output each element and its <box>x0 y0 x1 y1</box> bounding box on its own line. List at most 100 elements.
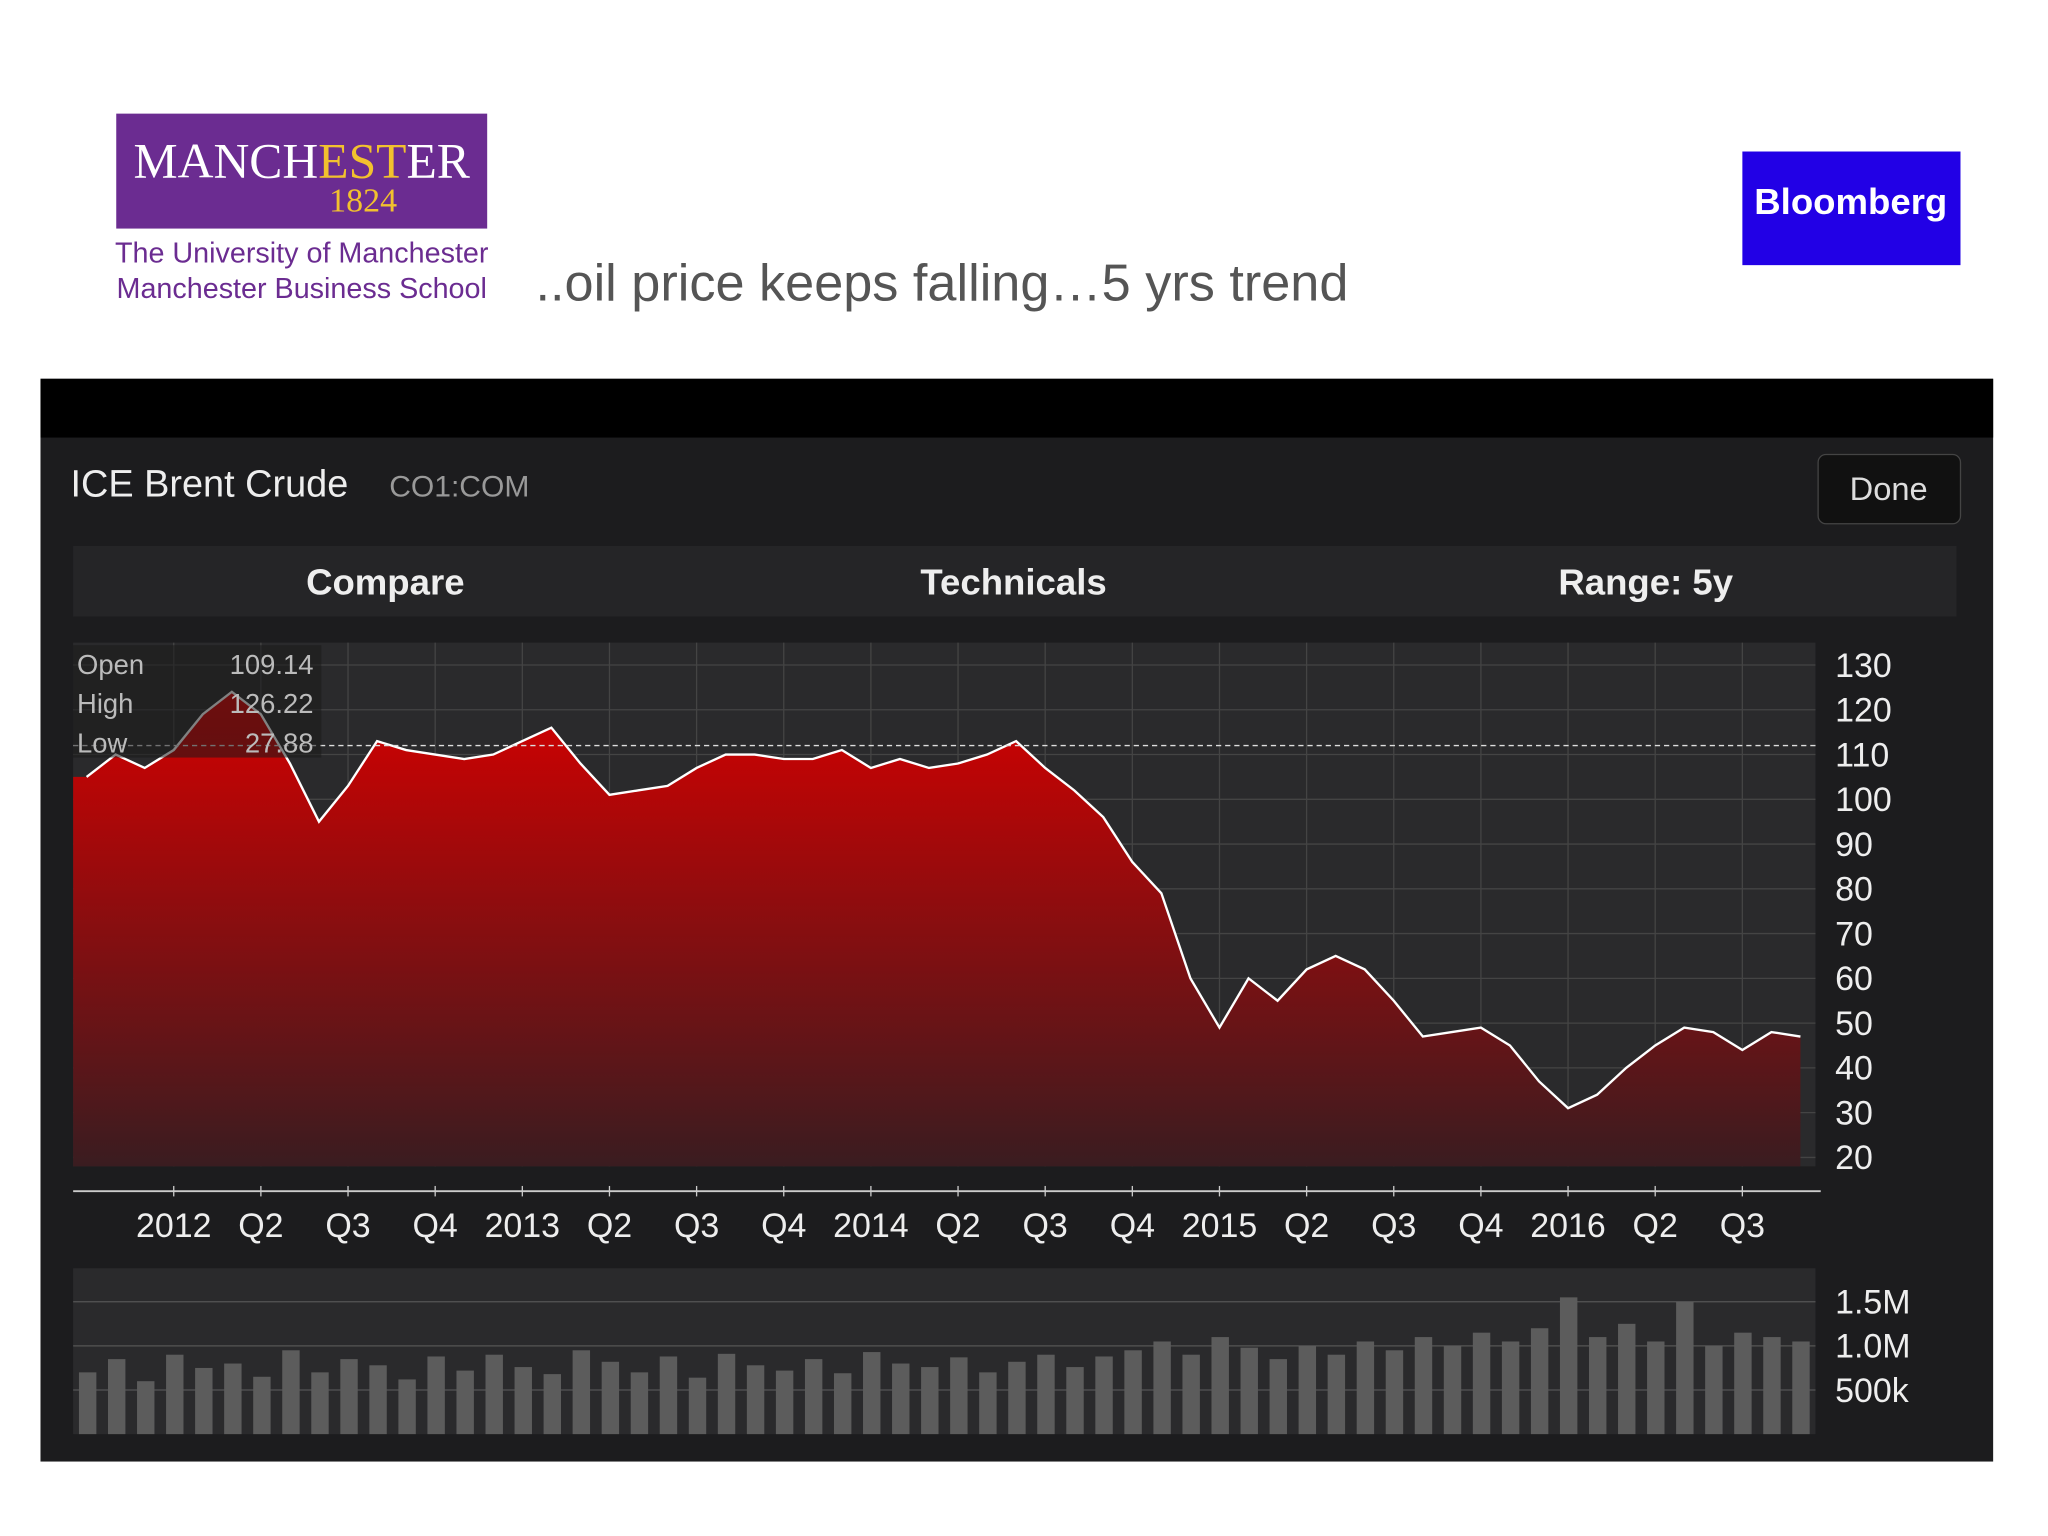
volume-bar <box>572 1350 591 1435</box>
volume-bar <box>253 1376 271 1435</box>
volume-bar <box>1647 1341 1665 1435</box>
volume-bar <box>1356 1341 1375 1435</box>
x-tick-label: Q3 <box>1720 1207 1765 1245</box>
volume-bar <box>427 1356 445 1435</box>
volume-bar <box>630 1372 649 1435</box>
volume-bar <box>950 1357 968 1435</box>
volume-bar <box>398 1379 416 1435</box>
volume-bar <box>1269 1359 1287 1435</box>
y-tick-label: 500k <box>1835 1372 1910 1410</box>
volume-bar <box>195 1367 213 1435</box>
y-tick-label: 1.5M <box>1835 1284 1910 1322</box>
x-tick-label: Q4 <box>1458 1207 1503 1245</box>
volume-bar <box>892 1363 910 1435</box>
x-tick-label: Q3 <box>674 1207 719 1245</box>
volume-bar <box>137 1381 155 1435</box>
volume-bar <box>456 1370 474 1435</box>
volume-bar <box>78 1372 97 1435</box>
volume-bar <box>1095 1356 1113 1435</box>
x-tick-label: Q3 <box>1023 1207 1068 1245</box>
y-tick-label: 120 <box>1835 692 1892 730</box>
volume-bar <box>1559 1297 1578 1435</box>
volume-bar <box>1211 1337 1229 1435</box>
y-tick-label: 60 <box>1835 960 1873 998</box>
volume-bar <box>107 1359 126 1435</box>
volume-bar <box>1385 1350 1404 1435</box>
tab[interactable]: Range: 5y <box>1558 561 1733 602</box>
volume-bar <box>1182 1354 1200 1435</box>
y-tick-label: 100 <box>1835 781 1892 819</box>
y-tick-label: 40 <box>1835 1050 1873 1088</box>
volume-bar <box>1414 1337 1433 1435</box>
y-tick-label: 30 <box>1835 1094 1873 1132</box>
x-tick-label: 2013 <box>485 1207 561 1245</box>
volume-bar <box>1124 1350 1142 1435</box>
instrument: ICE Brent Crude <box>71 463 349 505</box>
y-tick-label: 130 <box>1835 647 1892 685</box>
volume-bar <box>921 1367 939 1435</box>
x-tick-label: 2015 <box>1182 1207 1258 1245</box>
x-tick-label: Q4 <box>761 1207 806 1245</box>
volume-bar <box>717 1353 736 1435</box>
volume-bar <box>688 1377 707 1435</box>
y-tick-label: 20 <box>1835 1139 1873 1177</box>
volume-bar <box>224 1363 242 1435</box>
summary-label: Open <box>77 649 144 680</box>
done-button[interactable] <box>1817 453 1962 525</box>
x-tick-label: Q2 <box>1284 1207 1329 1245</box>
summary-label: Low <box>77 727 127 758</box>
volume-bar <box>1327 1354 1346 1435</box>
volume-bar <box>746 1365 765 1435</box>
volume-bar <box>369 1365 387 1435</box>
volume-bar <box>804 1359 823 1435</box>
volume-bar <box>863 1352 881 1435</box>
ticker: CO1:COM <box>389 470 529 503</box>
x-tick-label: 2014 <box>833 1207 909 1245</box>
logo-year: 1824 <box>329 183 397 220</box>
summary-value: 126.22 <box>230 688 314 719</box>
logo-box <box>116 113 488 229</box>
volume-bar <box>1618 1323 1636 1435</box>
volume-bar <box>1501 1341 1520 1435</box>
volume-bar <box>282 1350 300 1435</box>
summary-label: High <box>77 688 133 719</box>
volume-bar <box>601 1361 620 1435</box>
volume-bar <box>340 1359 358 1435</box>
y-tick-label: 70 <box>1835 915 1873 953</box>
done-label[interactable]: Done <box>1850 470 1928 507</box>
x-tick-label: 2016 <box>1530 1207 1606 1245</box>
tab[interactable]: Technicals <box>920 561 1106 602</box>
volume-bar <box>979 1372 997 1435</box>
y-tick-label: 90 <box>1835 826 1873 864</box>
y-tick-label: 80 <box>1835 871 1873 909</box>
charts: 20 30 40 50 60 70 80 90 100 110 120 130 2012 Q2 Q3 Q4 20… <box>73 642 1911 1435</box>
volume-bar <box>1298 1345 1317 1435</box>
volume-bar <box>1066 1367 1084 1435</box>
volume-bar <box>1530 1328 1549 1435</box>
y-tick-label: 110 <box>1835 736 1889 774</box>
logo-part: EST <box>318 134 406 189</box>
volume-bar <box>485 1354 503 1435</box>
logo-line: The University of Manchester <box>115 238 489 270</box>
volume-bar <box>1008 1361 1026 1435</box>
volume-bar <box>833 1373 852 1435</box>
summary-value: 109.14 <box>230 649 314 680</box>
x-tick-label: Q2 <box>238 1207 283 1245</box>
volume-bar <box>1705 1345 1723 1435</box>
brand-box <box>1742 151 1961 266</box>
tab-bar <box>73 545 1957 617</box>
volume-bar <box>1589 1337 1607 1435</box>
volume-bar <box>311 1372 329 1435</box>
logo-part: ER <box>406 134 470 189</box>
x-tick-label: Q4 <box>413 1207 458 1245</box>
volume-bar <box>1153 1341 1171 1435</box>
status-bar <box>40 378 1994 438</box>
logo-name: MANCHESTER <box>134 134 471 189</box>
brand: Bloomberg <box>1754 181 1947 222</box>
volume-bar <box>166 1354 184 1435</box>
tab[interactable]: Compare <box>306 561 464 602</box>
volume-bar <box>1763 1337 1781 1435</box>
price-line <box>85 690 1801 1110</box>
summary-value: 27.88 <box>245 727 314 758</box>
